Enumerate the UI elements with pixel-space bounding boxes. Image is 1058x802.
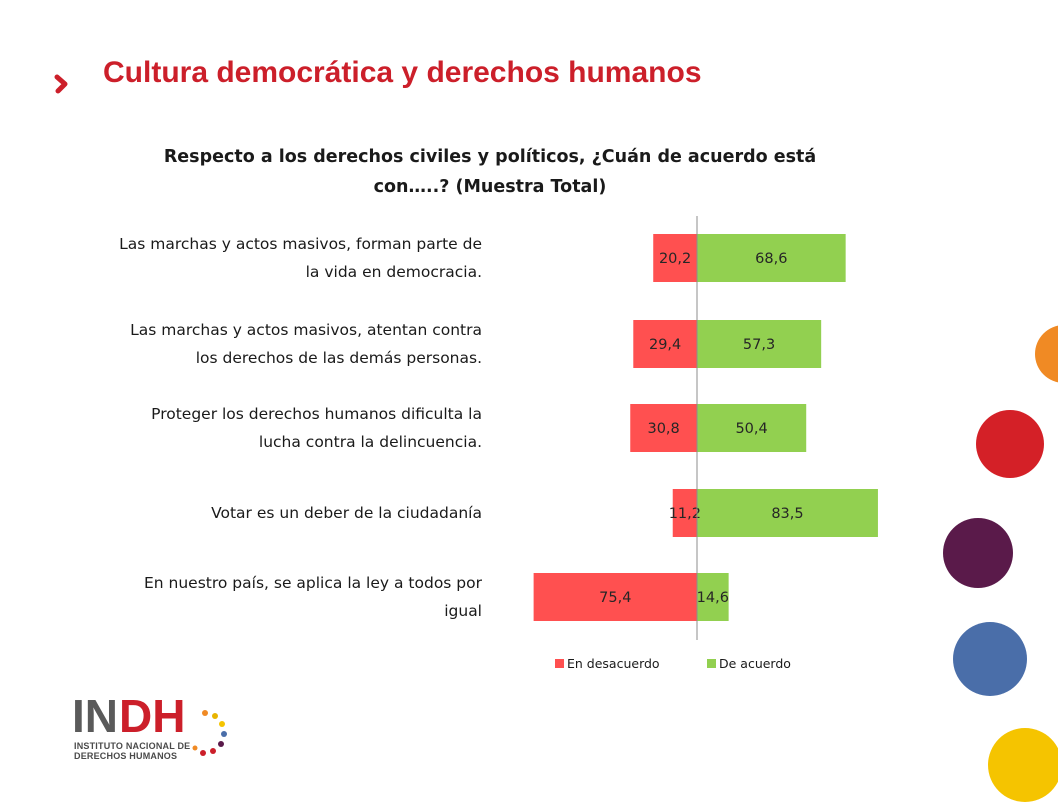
label-acuerdo-3: 83,5	[771, 506, 803, 522]
legend-swatch-1	[707, 659, 716, 668]
bar-desacuerdo-3	[672, 489, 697, 537]
orange-circle	[1035, 325, 1058, 383]
category-label-2-line-1: lucha contra la delincuencia.	[258, 433, 482, 451]
label-acuerdo-1: 57,3	[743, 337, 775, 353]
logo-dots-ring-icon	[192, 710, 227, 756]
slide-title: Cultura democrática y derechos humanos	[103, 56, 702, 89]
bar-desacuerdo-2	[630, 404, 697, 452]
legend-label-0: En desacuerdo	[567, 656, 660, 671]
category-label-3-line-0: Votar es un deber de la ciudadanía	[211, 504, 482, 522]
legend-label-1: De acuerdo	[719, 656, 791, 671]
purple-circle	[943, 518, 1013, 588]
indh-logo: IN DH	[72, 692, 185, 742]
bar-acuerdo-4	[697, 573, 729, 621]
chart-title-line-1: Respecto a los derechos civiles y políti…	[163, 147, 817, 167]
category-label-4: En nuestro país, se aplica la ley a todo…	[70, 569, 482, 625]
bar-desacuerdo-4	[533, 573, 697, 621]
label-acuerdo-4: 14,6	[697, 590, 729, 606]
logo-subtitle-line-2: DERECHOS HUMANOS	[74, 751, 178, 761]
bar-desacuerdo-0	[653, 234, 697, 282]
label-acuerdo-2: 50,4	[735, 421, 767, 437]
category-label-4-line-0: En nuestro país, se aplica la ley a todo…	[143, 574, 482, 592]
label-desacuerdo-1: 29,4	[649, 337, 681, 353]
category-label-1-line-1: los derechos de las demás personas.	[195, 349, 482, 367]
category-label-4-line-1: igual	[444, 602, 482, 620]
red-circle	[976, 410, 1044, 478]
category-label-3: Votar es un deber de la ciudadanía	[70, 499, 482, 527]
label-desacuerdo-0: 20,2	[659, 251, 691, 267]
chart-title: Respecto a los derechos civiles y políti…	[150, 142, 830, 202]
bar-acuerdo-3	[697, 489, 878, 537]
chart-title-line-2: con…..? (Muestra Total)	[373, 177, 607, 197]
logo-text-dh: DH	[119, 692, 185, 742]
chevron-icon	[54, 74, 68, 94]
label-acuerdo-0: 68,6	[755, 251, 787, 267]
bar-desacuerdo-1	[633, 320, 697, 368]
category-label-2-line-0: Proteger los derechos humanos dificulta …	[151, 405, 482, 423]
category-label-0-line-0: Las marchas y actos masivos, forman part…	[119, 235, 482, 253]
blue-circle	[953, 622, 1027, 696]
category-label-2: Proteger los derechos humanos dificulta …	[70, 400, 482, 456]
bar-acuerdo-2	[697, 404, 807, 452]
logo-text-in: IN	[72, 692, 118, 742]
yellow-circle	[988, 728, 1058, 802]
category-label-0: Las marchas y actos masivos, forman part…	[70, 230, 482, 286]
label-desacuerdo-2: 30,8	[647, 421, 679, 437]
bar-acuerdo-1	[697, 320, 822, 368]
label-desacuerdo-4: 75,4	[599, 590, 631, 606]
bar-acuerdo-0	[697, 234, 846, 282]
logo-subtitle-line-1: INSTITUTO NACIONAL DE	[74, 741, 191, 751]
label-desacuerdo-3: 11,2	[669, 506, 701, 522]
category-label-1: Las marchas y actos masivos, atentan con…	[70, 316, 482, 372]
category-label-0-line-1: la vida en democracia.	[305, 263, 482, 281]
category-label-1-line-0: Las marchas y actos masivos, atentan con…	[130, 321, 482, 339]
legend-swatch-0	[555, 659, 564, 668]
